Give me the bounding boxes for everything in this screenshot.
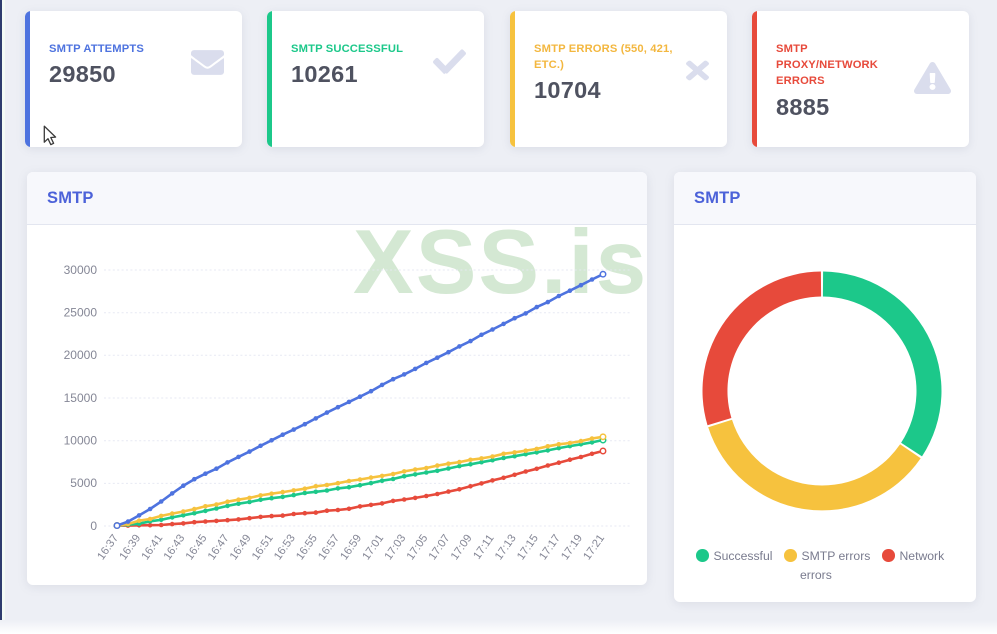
- svg-text:17:01: 17:01: [360, 533, 386, 563]
- svg-text:17:03: 17:03: [382, 533, 408, 563]
- svg-text:20000: 20000: [64, 348, 98, 362]
- svg-text:0: 0: [90, 519, 97, 533]
- svg-text:25000: 25000: [64, 306, 98, 320]
- svg-text:17:17: 17:17: [537, 533, 563, 563]
- svg-text:30000: 30000: [64, 263, 98, 277]
- svg-text:16:59: 16:59: [338, 533, 364, 563]
- svg-text:17:19: 17:19: [559, 533, 585, 563]
- svg-text:10000: 10000: [64, 434, 98, 448]
- svg-text:17:07: 17:07: [427, 533, 453, 563]
- svg-text:16:43: 16:43: [162, 533, 188, 563]
- svg-text:17:11: 17:11: [471, 533, 496, 562]
- svg-text:16:47: 16:47: [206, 533, 232, 563]
- svg-text:16:49: 16:49: [228, 533, 254, 563]
- svg-text:16:53: 16:53: [272, 533, 298, 563]
- svg-text:16:39: 16:39: [117, 533, 143, 563]
- svg-text:15000: 15000: [64, 391, 98, 405]
- svg-text:17:13: 17:13: [493, 533, 519, 563]
- svg-text:16:37: 16:37: [95, 533, 121, 563]
- svg-text:16:51: 16:51: [250, 533, 276, 563]
- svg-text:17:09: 17:09: [449, 533, 475, 563]
- svg-text:16:41: 16:41: [139, 533, 165, 563]
- svg-text:17:15: 17:15: [515, 533, 541, 563]
- svg-text:16:57: 16:57: [316, 533, 342, 563]
- svg-text:17:21: 17:21: [581, 533, 607, 563]
- svg-text:16:45: 16:45: [184, 533, 210, 563]
- svg-text:16:55: 16:55: [294, 533, 320, 563]
- svg-text:5000: 5000: [70, 476, 97, 490]
- svg-text:17:05: 17:05: [405, 533, 431, 563]
